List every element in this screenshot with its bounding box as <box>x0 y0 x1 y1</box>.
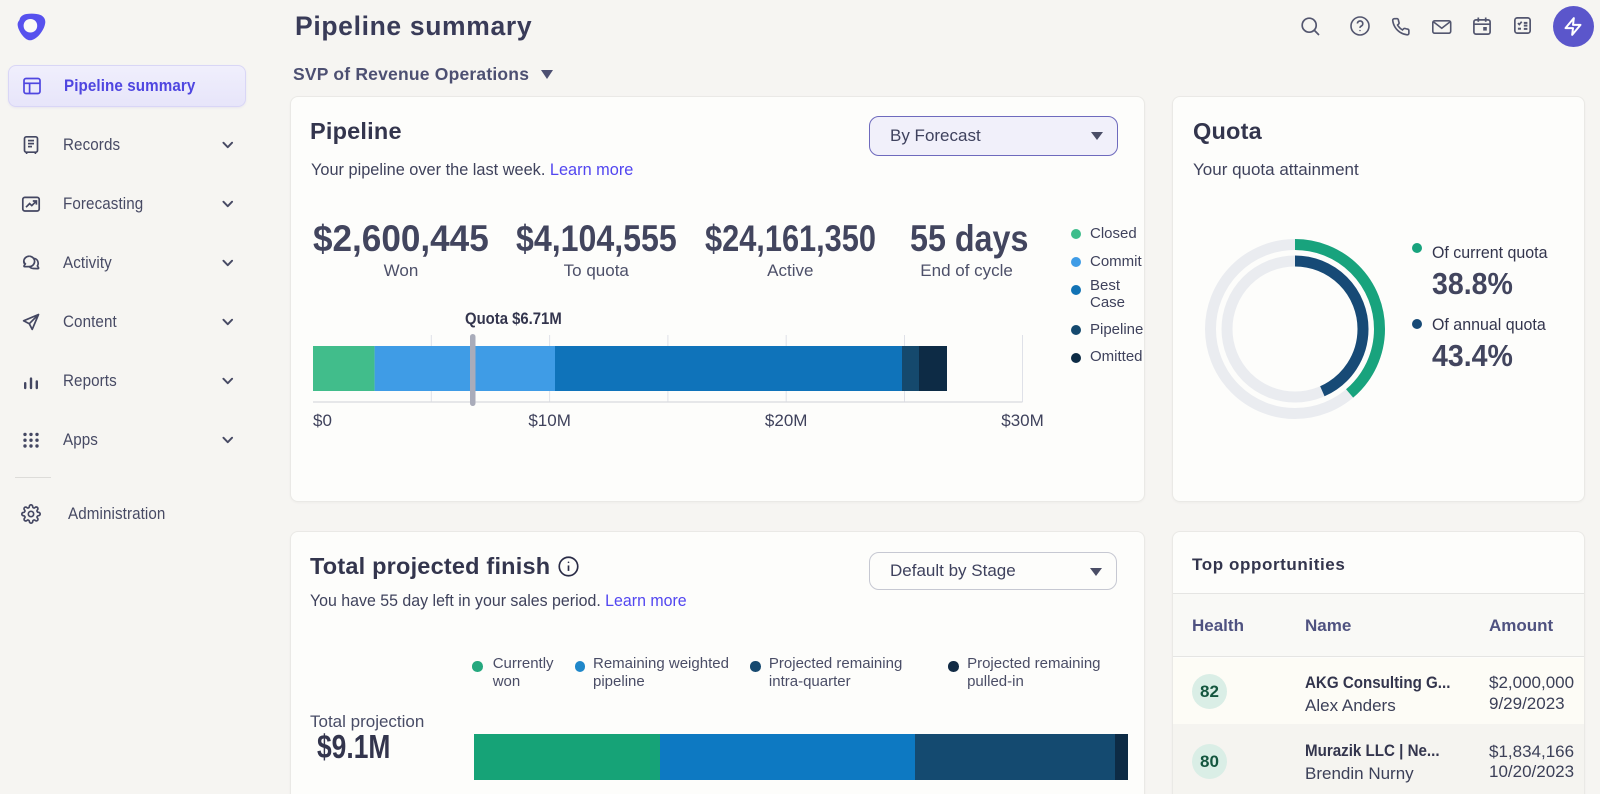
svg-text:$10M: $10M <box>528 411 571 430</box>
svg-text:$30M: $30M <box>1001 411 1044 430</box>
svg-text:$0: $0 <box>313 411 332 430</box>
svg-text:$20M: $20M <box>765 411 808 430</box>
